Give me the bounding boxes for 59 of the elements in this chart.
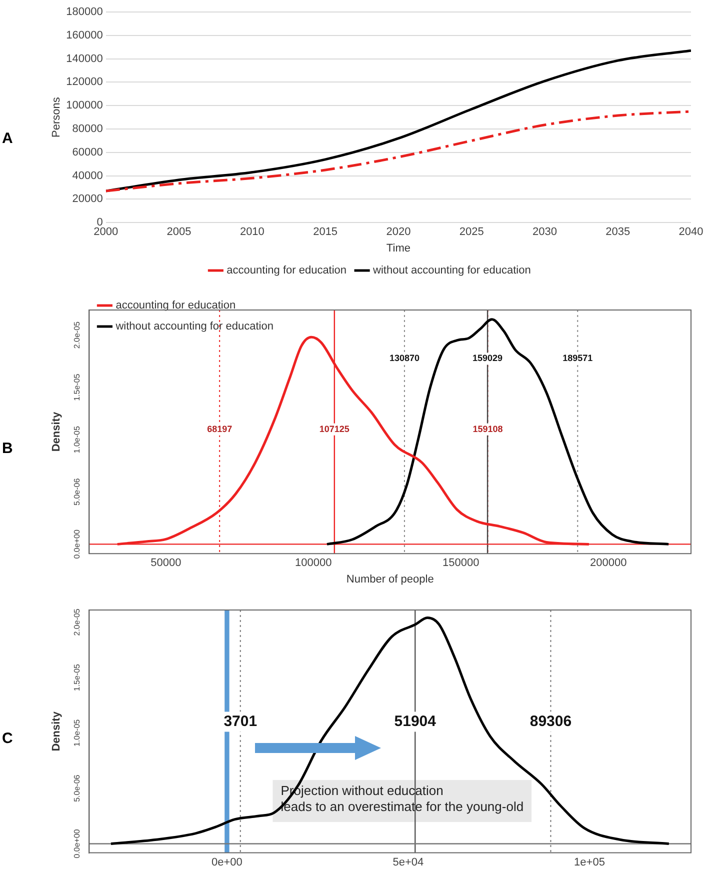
text: B <box>1 439 14 459</box>
ref-line-label: 130870 <box>389 353 420 364</box>
line-series <box>110 616 670 845</box>
y-tick-label: 20000 <box>72 193 103 206</box>
line-series <box>106 110 691 192</box>
x-axis-title: Time <box>386 242 410 254</box>
x-tick-label: 150000 <box>442 557 480 570</box>
ref-line-label: 189571 <box>562 353 593 364</box>
legend-label: without accounting for education <box>114 320 274 333</box>
x-tick-label: 200000 <box>590 557 627 570</box>
x-tick-label: 0e+00 <box>212 856 242 868</box>
y-tick-label: 160000 <box>66 29 103 42</box>
y-tick-label: 60000 <box>72 146 103 158</box>
ref-line-label: 3701 <box>224 712 258 730</box>
x-tick-label: 100000 <box>295 557 332 570</box>
y-tick-label: 180000 <box>66 6 103 18</box>
ref-line-label: 107125 <box>319 424 350 434</box>
x-tick-label: 2005 <box>166 226 192 238</box>
ref-line-label: 89306 <box>530 712 572 730</box>
y-tick-label: 0 <box>96 216 103 229</box>
y-tick-label: 140000 <box>66 52 103 65</box>
y-axis-title: Density <box>50 411 63 452</box>
y-tick-label: 1.5e-05 <box>72 663 82 692</box>
y-axis-title: Persons <box>50 96 63 138</box>
ref-line-label: 68197 <box>207 424 232 434</box>
text: A <box>1 129 14 149</box>
x-axis-title: Number of people <box>346 573 434 586</box>
legend-label: accounting for education <box>116 300 236 312</box>
x-tick-label: 2025 <box>459 226 484 238</box>
y-tick-label: 2.0e-05 <box>72 320 82 349</box>
y-tick-label: 100000 <box>66 100 103 112</box>
y-tick-label: 0.0e+00 <box>72 828 82 858</box>
y-tick-label: 80000 <box>72 123 103 136</box>
y-axis-title: Density <box>50 710 63 752</box>
x-tick-label: 1e+05 <box>574 856 605 868</box>
x-tick-label: 2020 <box>386 226 411 238</box>
text: C <box>1 729 14 749</box>
x-tick-label: 2000 <box>94 226 118 238</box>
y-tick-label: 2.0e-05 <box>72 608 82 636</box>
ref-line-label: 51904 <box>394 712 437 730</box>
y-tick-label: 40000 <box>72 170 103 182</box>
x-tick-label: 5e+04 <box>392 856 424 868</box>
ref-line-label: 159108 <box>472 424 503 434</box>
legend-label: without accounting for education <box>372 264 531 277</box>
x-tick-label: 2010 <box>240 226 264 238</box>
x-tick-label: 50000 <box>150 557 182 570</box>
x-tick-label: 2030 <box>532 226 557 238</box>
x-tick-label: 2040 <box>678 226 704 238</box>
ref-line-label: 159029 <box>472 353 503 364</box>
legend-label: accounting for education <box>226 264 347 277</box>
y-tick-label: 1.0e-05 <box>72 426 82 454</box>
y-tick-label: 120000 <box>66 76 103 88</box>
y-tick-label: 0.0e+00 <box>72 529 82 559</box>
y-tick-label: 5.0e-06 <box>72 774 82 802</box>
y-tick-label: 1.5e-05 <box>72 373 82 401</box>
y-tick-label: 5.0e-06 <box>72 478 82 506</box>
x-tick-label: 2035 <box>606 226 630 238</box>
y-tick-label: 1.0e-05 <box>72 718 82 747</box>
x-tick-label: 2015 <box>313 226 338 238</box>
